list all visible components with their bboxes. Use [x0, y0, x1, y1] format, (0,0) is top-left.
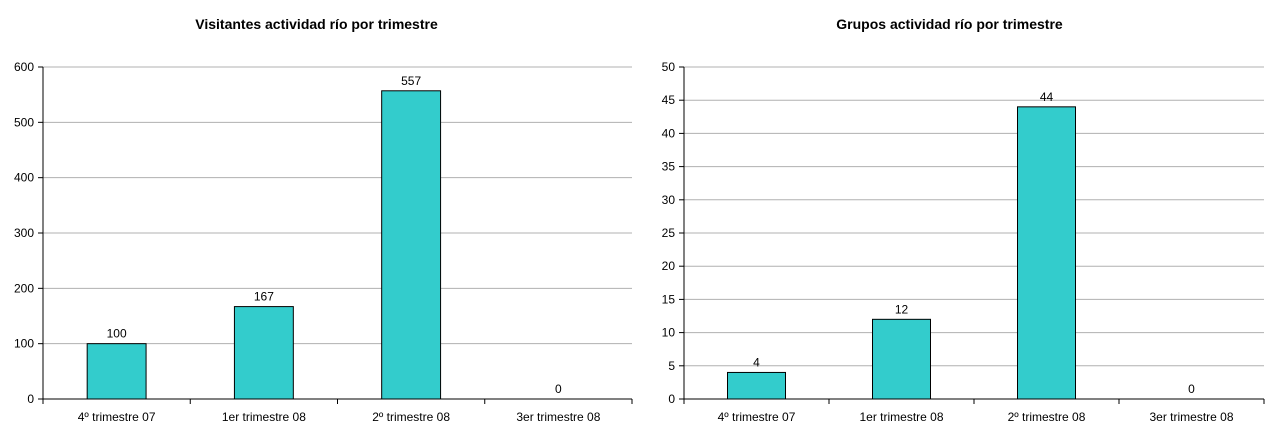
chart-plot-visitantes: 0 100 200 300 400 500 600 100 4º trimestre 07 167…	[14, 60, 633, 424]
x-tick-label: 4º trimestre 07	[78, 410, 156, 424]
y-tick-label: 25	[662, 226, 676, 240]
y-tick-label: 40	[662, 126, 676, 140]
y-tick-label: 600	[14, 60, 34, 74]
x-tick-label: 1er trimestre 08	[222, 410, 306, 424]
y-tick-label: 10	[662, 326, 676, 340]
chart-visitantes: Visitantes actividad río por trimestre 0…	[14, 16, 633, 424]
bar	[1017, 106, 1076, 400]
bar	[727, 371, 786, 400]
y-tick-label: 0	[668, 392, 675, 406]
y-tick-label: 500	[14, 115, 34, 129]
y-tick-label: 15	[662, 292, 676, 306]
bar	[872, 318, 931, 400]
y-tick-label: 45	[662, 93, 676, 107]
chart-grupos: Grupos actividad río por trimestre 0 5 10 1…	[633, 0, 1266, 425]
data-label: 557	[401, 74, 421, 88]
data-label: 0	[1188, 382, 1195, 396]
bar	[381, 90, 442, 400]
y-tick-label: 300	[14, 226, 34, 240]
x-tick-label: 4º trimestre 07	[718, 410, 796, 424]
x-tick-label: 1er trimestre 08	[859, 410, 943, 424]
data-label: 4	[753, 355, 760, 369]
y-tick-label: 400	[14, 171, 34, 185]
x-tick-label: 2º trimestre 08	[372, 410, 450, 424]
chart-plot-grupos: 0 5 10 15 20 25 30 35 40 45 50 4 4º trimestre 07 12 1e…	[662, 60, 1265, 424]
y-tick-label: 0	[27, 392, 34, 406]
data-label: 0	[555, 382, 562, 396]
x-tick-label: 3er trimestre 08	[516, 410, 600, 424]
data-label: 167	[254, 290, 274, 304]
bar	[86, 343, 147, 400]
data-label: 44	[1040, 90, 1054, 104]
data-label: 100	[107, 327, 127, 341]
y-tick-label: 100	[14, 337, 34, 351]
data-label: 12	[895, 302, 909, 316]
bar	[233, 306, 294, 400]
chart-title: Visitantes actividad río por trimestre	[195, 16, 438, 32]
y-tick-label: 50	[662, 60, 676, 74]
y-tick-label: 35	[662, 160, 676, 174]
chart-title: Grupos actividad río por trimestre	[836, 16, 1063, 32]
y-tick-label: 200	[14, 281, 34, 295]
y-tick-label: 20	[662, 259, 676, 273]
x-tick-label: 2º trimestre 08	[1008, 410, 1086, 424]
x-tick-label: 3er trimestre 08	[1149, 410, 1233, 424]
y-tick-label: 30	[662, 193, 676, 207]
y-tick-label: 5	[668, 359, 675, 373]
